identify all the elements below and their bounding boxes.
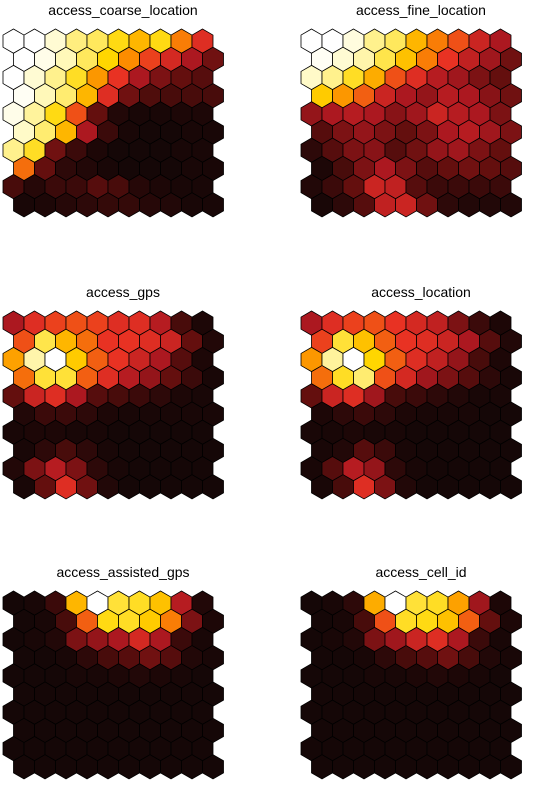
heatmap-panel-access-fine-location: access_fine_location [300,0,541,250]
hex-cell [202,754,224,780]
hex-cell [500,192,522,218]
heatmap-panel-access-coarse-location: access_coarse_location [2,0,243,250]
hex-cell [500,474,522,500]
heatmap-panel-access-gps: access_gps [2,282,243,532]
chart-title: access_cell_id [375,564,467,580]
hex-cell [202,192,224,218]
hex-cell [500,754,522,780]
heatmap-panel-access-cell-id: access_cell_id [300,562,541,812]
chart-title: access_fine_location [356,2,486,18]
hex-heatmap [2,310,224,500]
hex-heatmap [2,28,224,218]
hex-heatmap [300,28,522,218]
chart-title: access_gps [86,284,160,300]
hex-cell [202,474,224,500]
chart-title: access_assisted_gps [56,564,190,580]
hex-heatmap [300,310,522,500]
chart-title: access_location [371,284,471,300]
chart-title: access_coarse_location [48,2,198,18]
hex-heatmap [2,590,224,780]
heatmap-panel-access-location: access_location [300,282,541,532]
heatmap-panel-access-assisted-gps: access_assisted_gps [2,562,243,812]
hex-heatmap [300,590,522,780]
